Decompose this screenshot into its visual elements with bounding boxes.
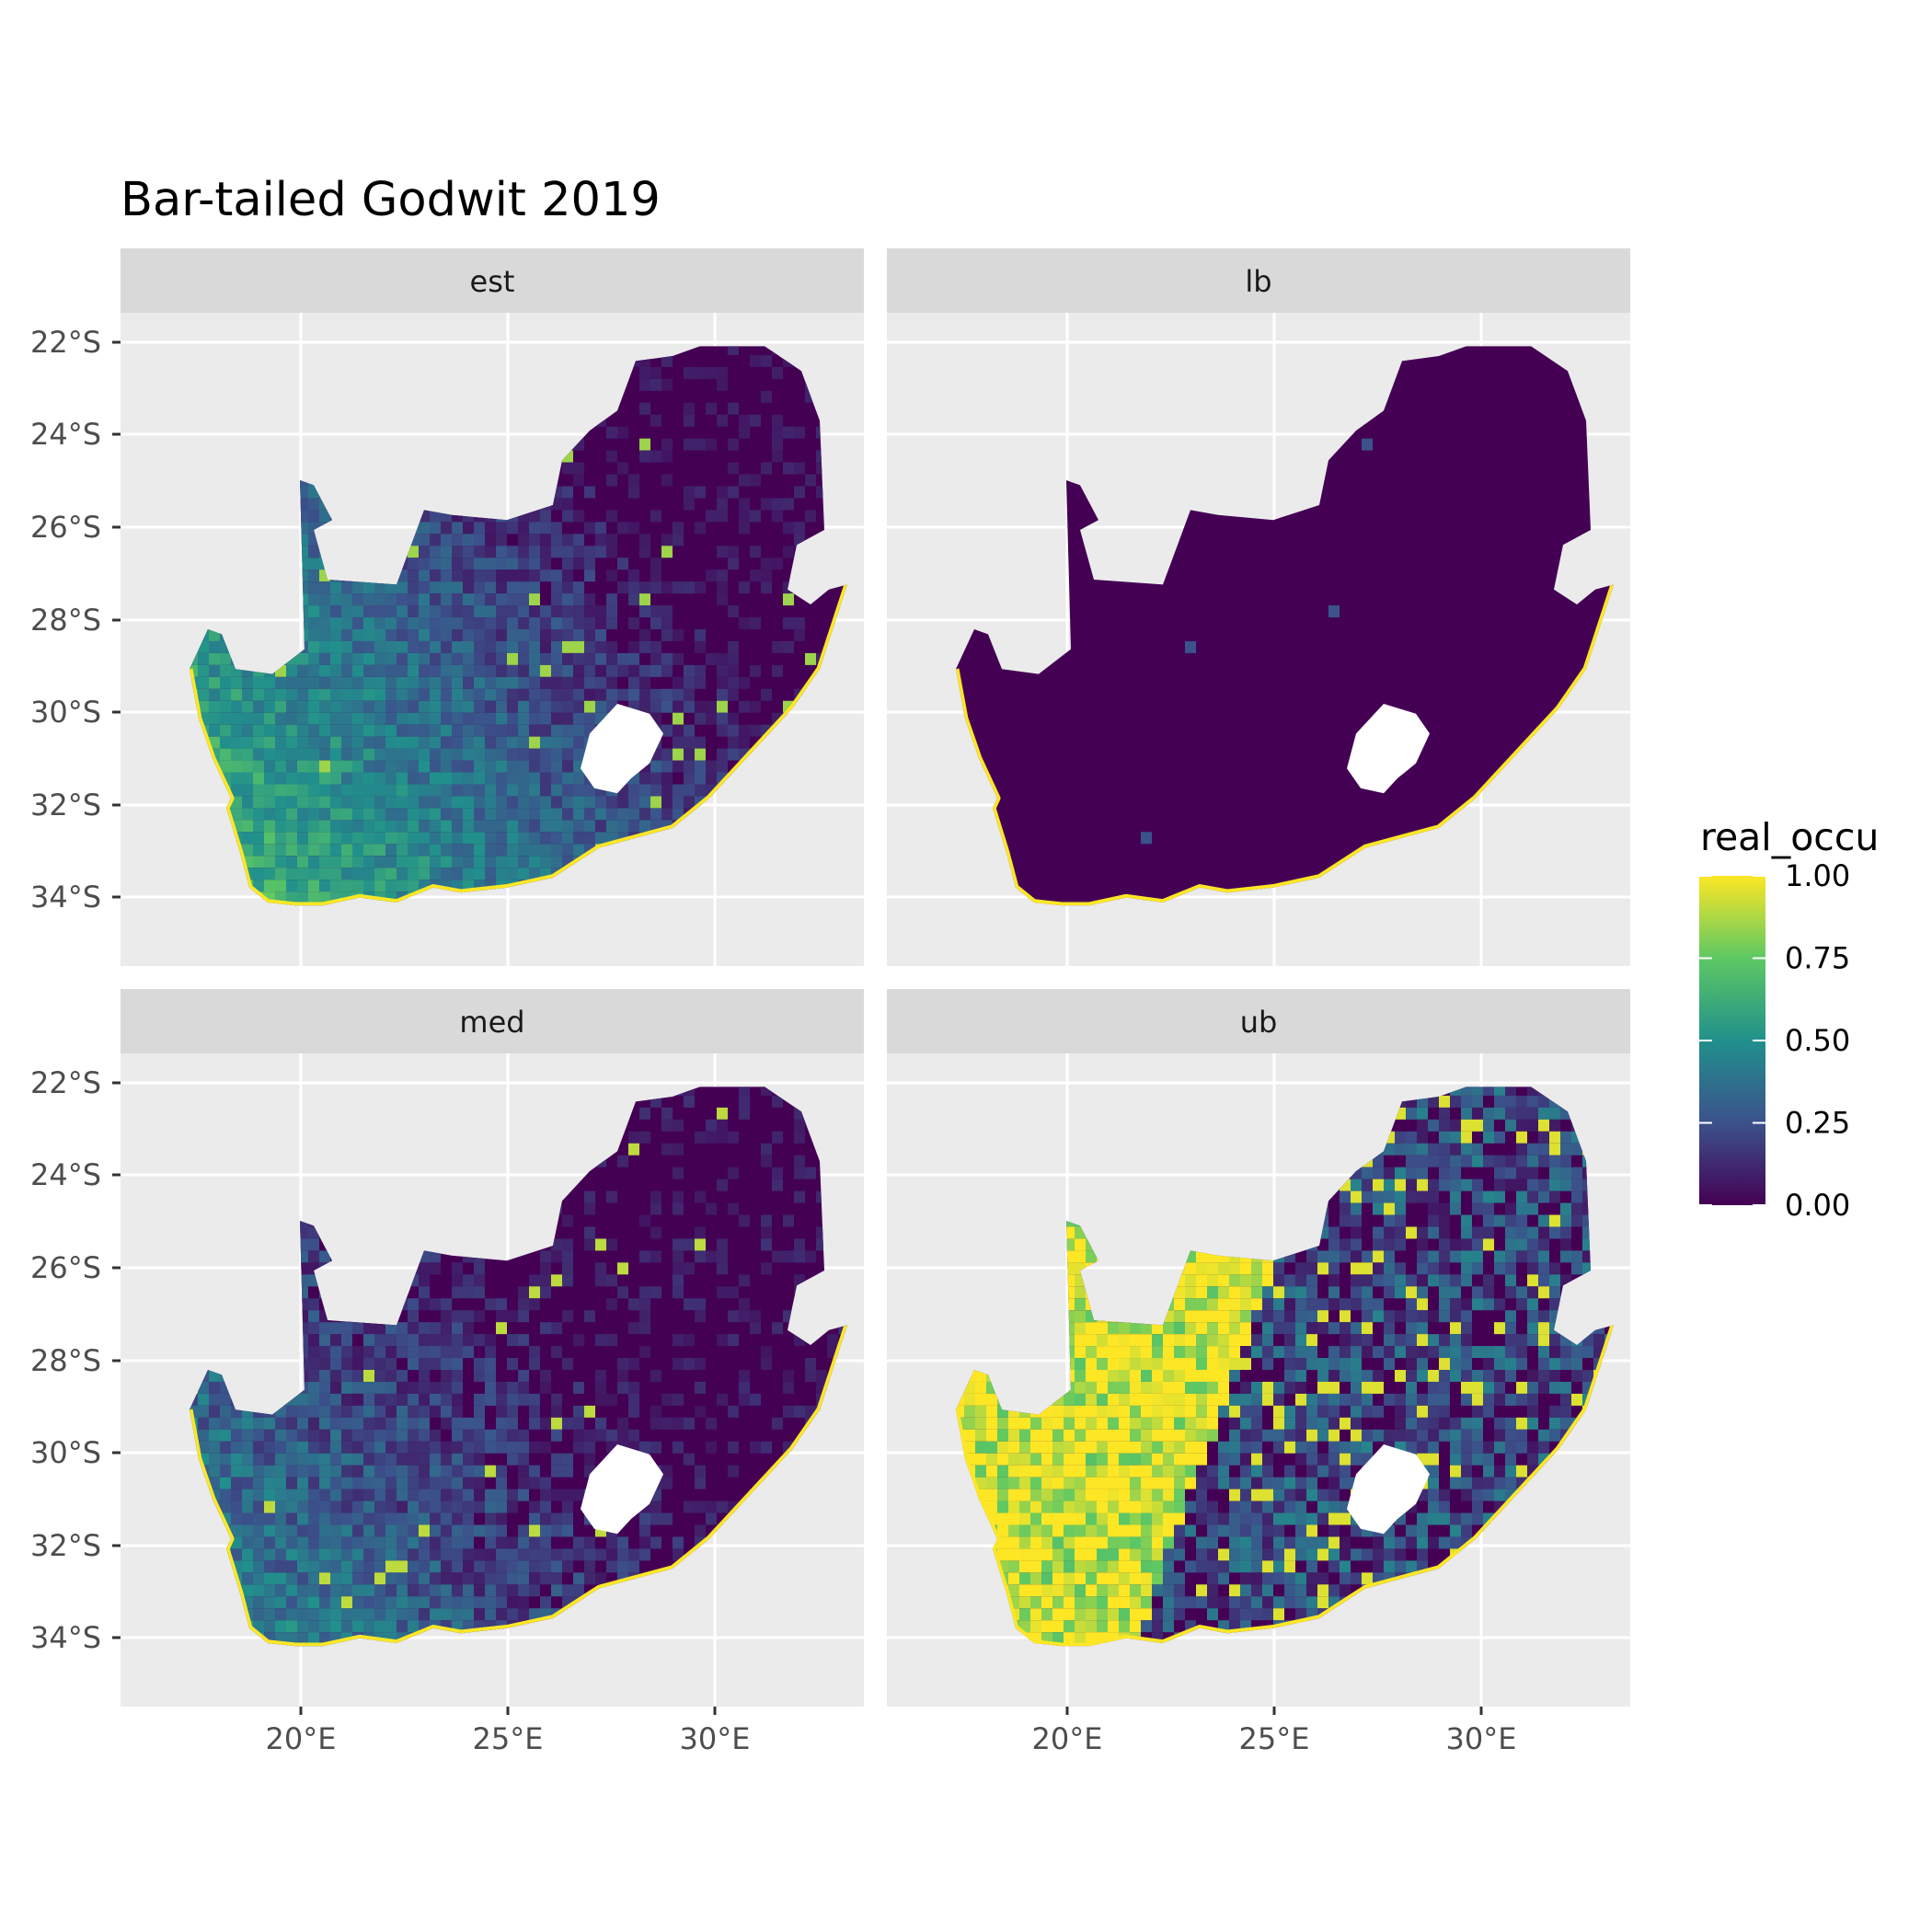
x-tick-label: 30°E [1446,1721,1517,1756]
y-tick-label: 34°S [30,880,101,914]
y-tick-label: 32°S [30,788,101,822]
y-tick-label: 24°S [30,417,101,452]
facet-strip [121,989,864,1053]
x-tick-label: 30°E [680,1721,751,1756]
y-axis-top: 22°S 24°S 26°S 28°S 30°S 32°S 34°S [30,325,121,914]
x-tick-label: 20°E [1032,1721,1103,1756]
y-tick-label: 34°S [30,1620,101,1655]
x-tick-label: 25°E [473,1721,544,1756]
legend-title: real_occu [1700,815,1879,859]
y-tick-label: 30°S [30,1435,101,1470]
facet-label: med [459,1005,524,1040]
y-tick-label: 22°S [30,1065,101,1100]
facet-strip [121,248,864,313]
coastline-high-values [956,1324,1614,1647]
legend-tick-label: 0.25 [1785,1106,1850,1141]
facet-label: ub [1240,1005,1278,1040]
facet-med: med [121,989,864,1707]
x-axis-right: 20°E 25°E 30°E [1032,1707,1517,1756]
facet-label: est [470,264,515,299]
x-tick-label: 25°E [1239,1721,1310,1756]
legend: real_occu 1.00 0.75 0.50 0.25 0.00 [1699,815,1879,1223]
facet-lb: lb [887,248,1630,966]
y-axis-bottom: 22°S 24°S 26°S 28°S 30°S 32°S 34°S [30,1065,121,1655]
y-tick-label: 24°S [30,1157,101,1192]
facet-est: est [121,248,864,966]
chart-title: Bar-tailed Godwit 2019 [121,173,661,227]
legend-tick-label: 1.00 [1785,858,1850,893]
facet-strip [887,989,1630,1053]
y-tick-label: 22°S [30,325,101,360]
facet-ub: ub [887,989,1630,1707]
y-tick-label: 28°S [30,1343,101,1378]
facet-strip [887,248,1630,313]
coastline-high-values [190,583,847,906]
legend-tick-label: 0.00 [1785,1188,1850,1223]
y-tick-label: 26°S [30,1250,101,1285]
y-tick-label: 28°S [30,603,101,638]
y-tick-label: 32°S [30,1528,101,1563]
legend-tick-label: 0.50 [1785,1023,1850,1058]
y-tick-label: 30°S [30,695,101,730]
x-axis-left: 20°E 25°E 30°E [266,1707,751,1756]
legend-tick-label: 0.75 [1785,941,1850,976]
x-tick-label: 20°E [266,1721,337,1756]
facet-panels: est lb med ub [121,248,1630,1707]
y-tick-label: 26°S [30,510,101,545]
facet-label: lb [1245,264,1271,299]
